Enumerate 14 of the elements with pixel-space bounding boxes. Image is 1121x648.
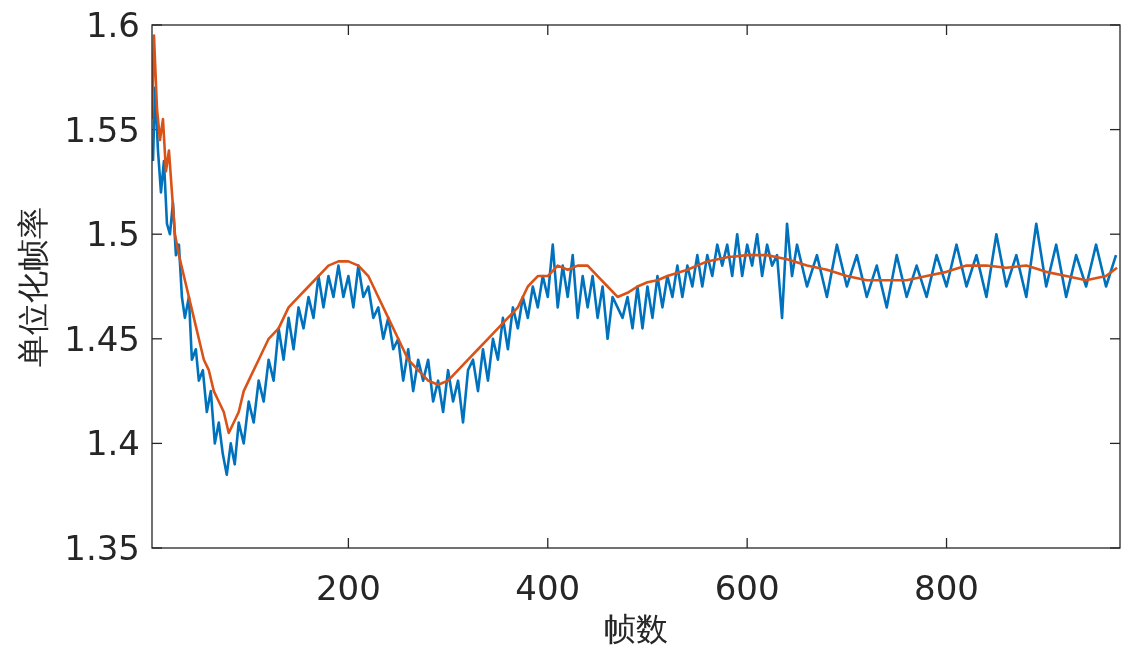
- x-tick-label: 600: [714, 568, 780, 608]
- y-tick-label: 1.4: [85, 423, 140, 464]
- line-series: [152, 86, 1118, 477]
- y-tick-label: 1.55: [64, 109, 140, 150]
- y-tick-label: 1.5: [85, 214, 140, 255]
- y-tick-label: 1.6: [85, 5, 140, 45]
- x-tick-label: 400: [515, 568, 581, 608]
- line-series: [152, 34, 1119, 435]
- x-tick-label: 800: [914, 568, 979, 608]
- y-axis-title: 单位化帧率: [14, 206, 52, 367]
- x-axis-title: 帧数: [604, 610, 668, 648]
- y-tick-label: 1.35: [64, 528, 140, 568]
- x-tick-label: 200: [315, 568, 381, 608]
- y-tick-label: 1.45: [64, 318, 140, 359]
